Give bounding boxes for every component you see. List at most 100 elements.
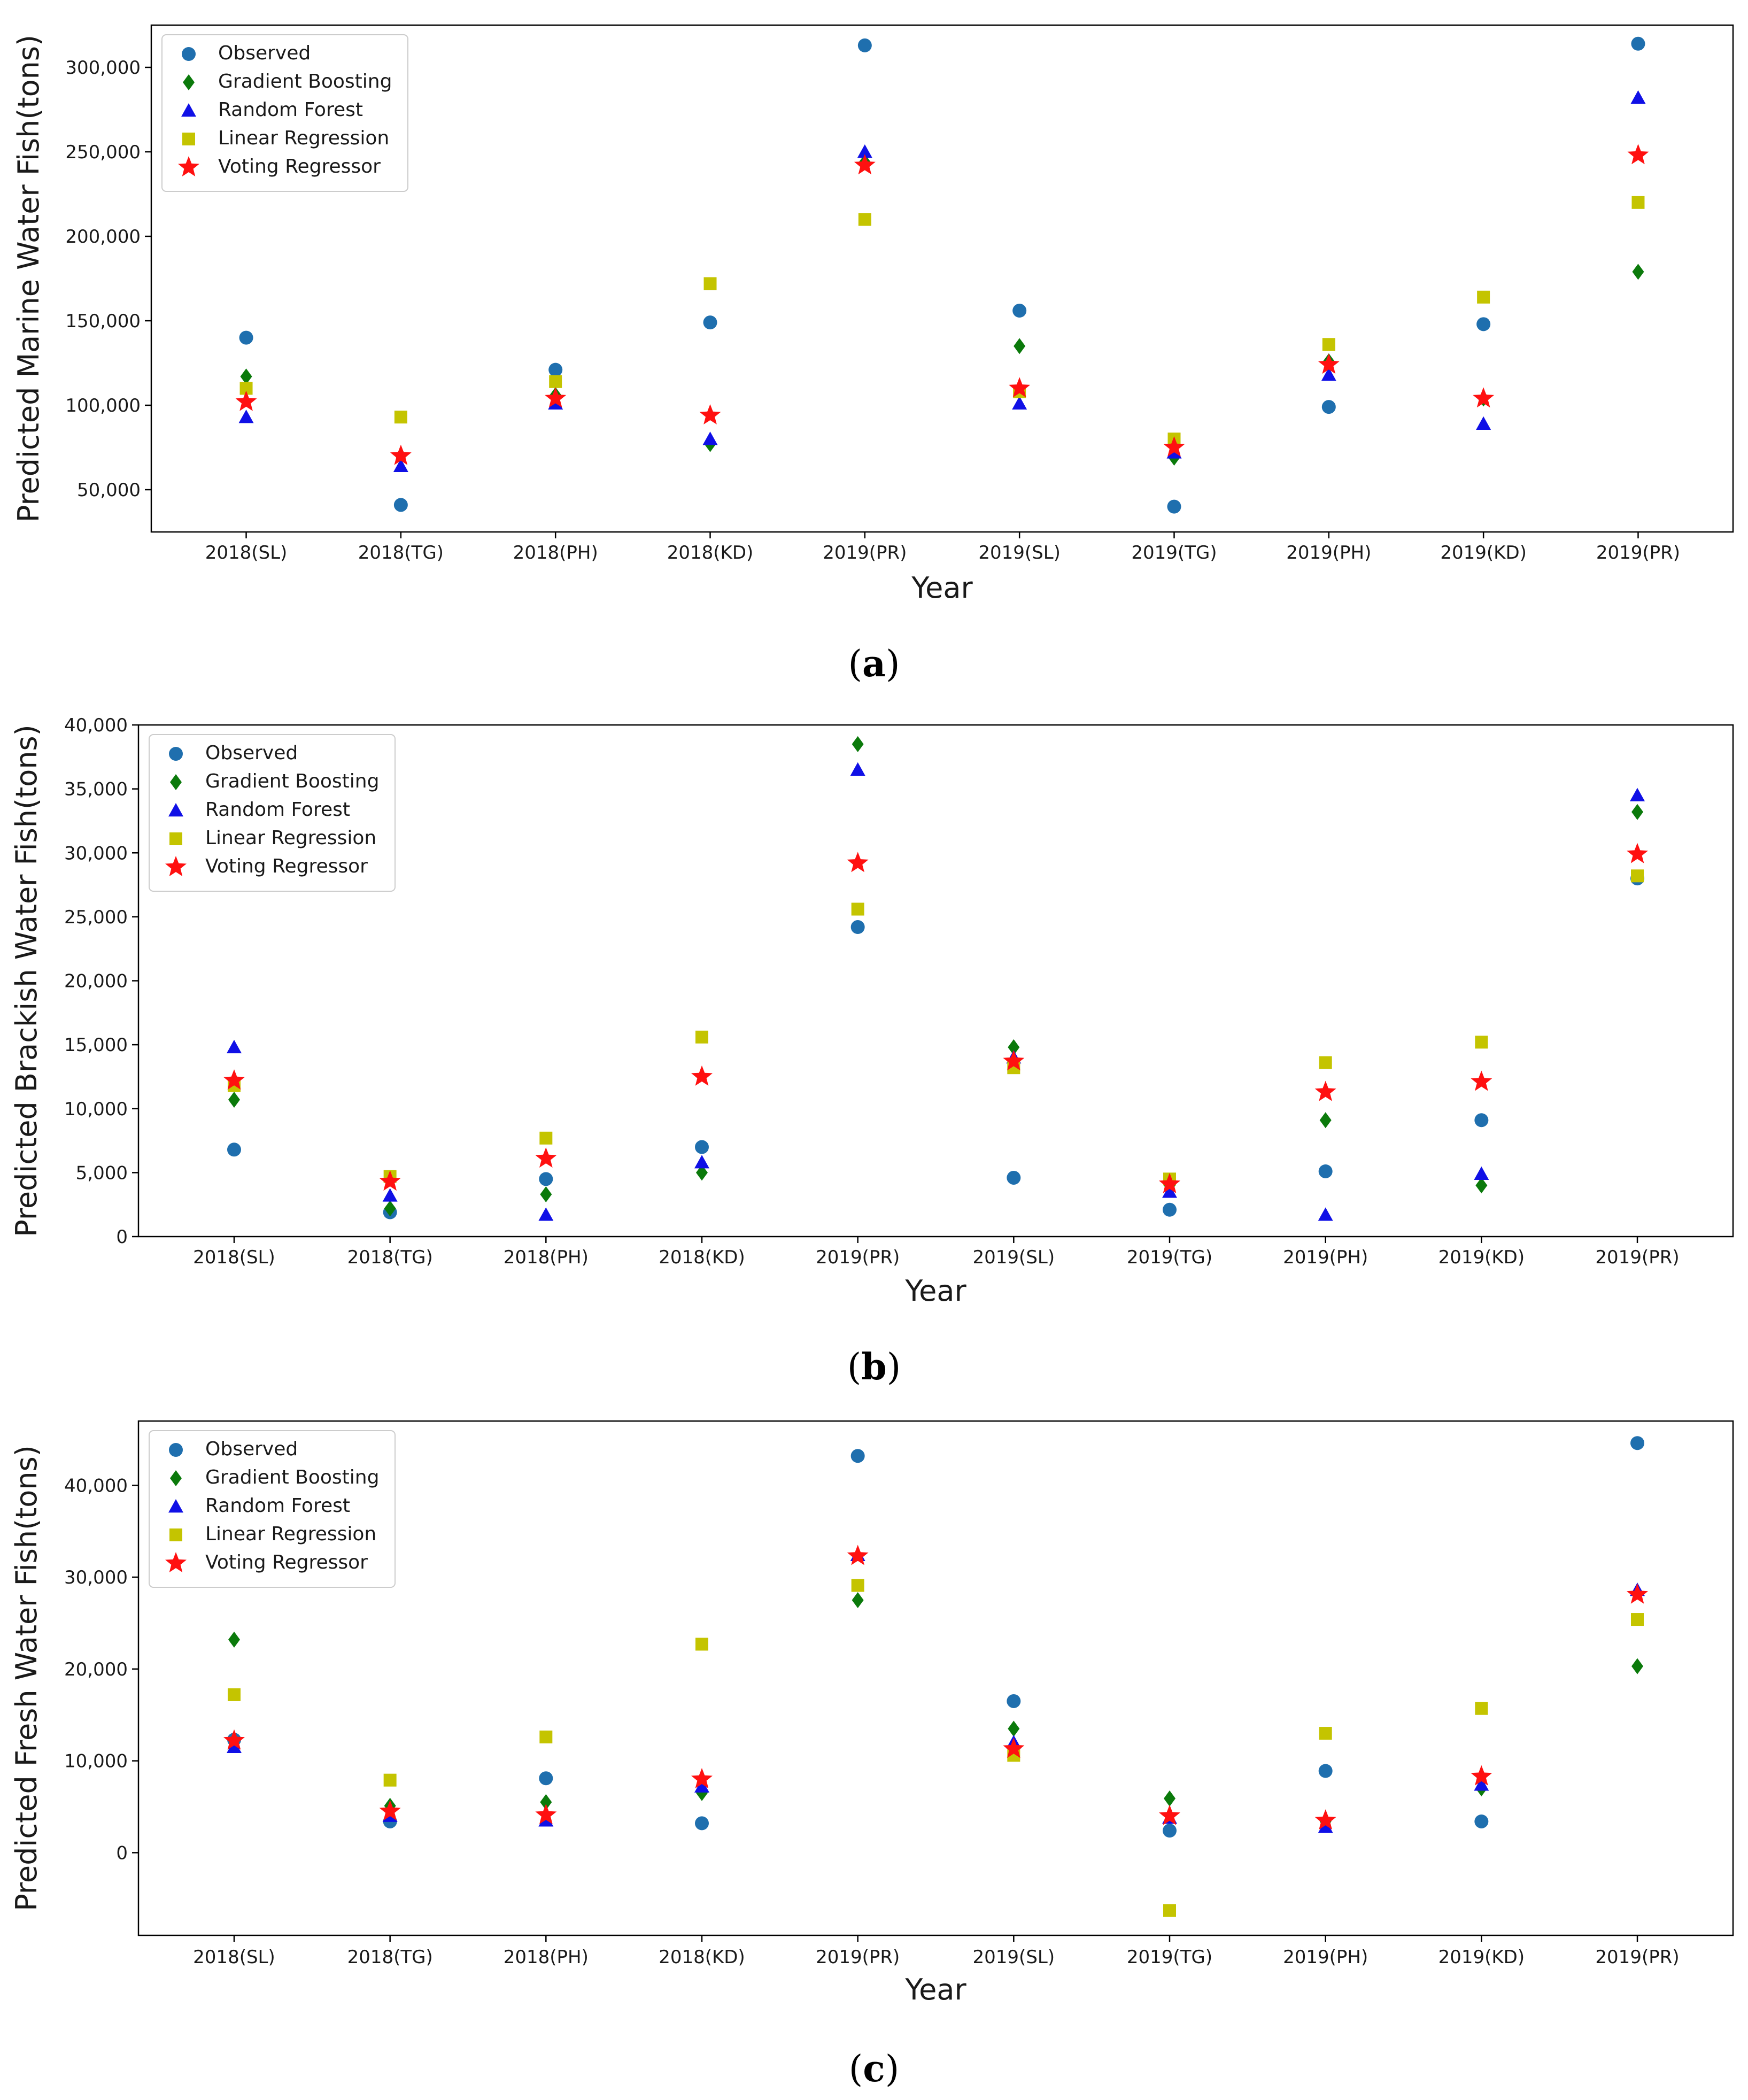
legend-marker-random-forest: [168, 1499, 183, 1513]
y-tick-label: 15,000: [64, 1034, 128, 1056]
data-point-observed: [548, 362, 563, 377]
data-point-observed: [1163, 1202, 1177, 1217]
data-point-voting-regressor: [235, 390, 257, 411]
data-point-observed: [850, 1449, 865, 1463]
x-tick-label: 2018(SL): [193, 1247, 275, 1268]
legend-label-gradient-boosting: Gradient Boosting: [218, 71, 392, 92]
legend-marker-gradient-boosting: [170, 1470, 182, 1486]
legend-label-gradient-boosting: Gradient Boosting: [205, 770, 379, 792]
x-axis-label: Year: [911, 571, 973, 605]
legend-marker-voting-regressor: [165, 856, 187, 876]
x-axis-label: Year: [904, 1274, 966, 1308]
data-point-observed: [1318, 1164, 1333, 1178]
data-point-gradient-boosting: [228, 1092, 240, 1108]
y-tick-label: 300,000: [65, 57, 141, 79]
y-tick-label: 35,000: [64, 779, 128, 800]
y-tick-label: 40,000: [64, 1475, 128, 1496]
legend: Observed Gradient Boosting Random Forest Li…: [149, 734, 396, 892]
data-point-voting-regressor: [691, 1065, 713, 1086]
series-voting-regressor: [223, 1545, 1648, 1830]
legend-marker-voting-regressor: [165, 1552, 187, 1572]
data-point-random-forest: [694, 1155, 709, 1169]
x-tick-label: 2018(TG): [358, 542, 444, 563]
x-tick-label: 2018(PH): [504, 1947, 589, 1968]
data-point-voting-regressor: [1318, 353, 1340, 374]
data-point-voting-regressor: [535, 1147, 557, 1168]
data-point-linear-regression: [383, 1773, 397, 1787]
data-point-voting-regressor: [1473, 387, 1495, 408]
data-point-voting-regressor: [379, 1800, 401, 1821]
data-point-linear-regression: [227, 1688, 241, 1701]
x-tick-label: 2018(TG): [347, 1947, 433, 1968]
data-point-linear-regression: [695, 1030, 708, 1044]
data-point-gradient-boosting: [1632, 264, 1644, 280]
x-tick-label: 2019(PH): [1283, 1247, 1368, 1268]
data-point-voting-regressor: [1163, 436, 1185, 457]
x-tick-label: 2018(SL): [193, 1947, 275, 1968]
chart-panel-a: 50,000 100,000 150,000 200,000 250,000 300,00…: [12, 24, 1734, 685]
legend-label-voting-regressor: Voting Regressor: [205, 1551, 368, 1573]
data-point-random-forest: [1318, 1207, 1333, 1221]
x-tick-label: 2019(PR): [816, 1247, 900, 1268]
panel-caption: (a): [848, 643, 900, 685]
y-tick-label: 100,000: [65, 395, 141, 416]
data-point-voting-regressor: [699, 404, 721, 424]
data-point-gradient-boosting: [240, 368, 252, 385]
data-point-voting-regressor: [1003, 1738, 1025, 1758]
legend-marker-linear-regression: [169, 1528, 182, 1541]
chart-panel-b: 0 5,000 10,000 15,000 20,000 25,000 30,000 35,0…: [10, 715, 1734, 1388]
legend-marker-random-forest: [168, 803, 183, 817]
data-point-gradient-boosting: [1008, 1039, 1020, 1055]
data-point-voting-regressor: [1003, 1050, 1025, 1071]
data-point-random-forest: [538, 1207, 554, 1221]
x-tick-label: 2019(KD): [1440, 542, 1527, 563]
data-point-random-forest: [1474, 1777, 1489, 1791]
plot-frame: [137, 1420, 1734, 1936]
data-point-gradient-boosting: [384, 1200, 396, 1217]
legend-label-voting-regressor: Voting Regressor: [205, 855, 368, 877]
data-point-voting-regressor: [1627, 843, 1648, 863]
series-observed: [239, 36, 1645, 514]
data-point-observed: [227, 1142, 241, 1157]
data-point-voting-regressor: [1471, 1765, 1492, 1786]
data-point-gradient-boosting: [1631, 804, 1644, 820]
data-point-linear-regression: [1631, 1613, 1644, 1626]
y-tick-label: 40,000: [64, 715, 128, 736]
y-tick-label: 50,000: [77, 480, 141, 501]
data-point-random-forest: [1630, 90, 1646, 104]
data-point-gradient-boosting: [1164, 1790, 1176, 1807]
data-point-random-forest: [850, 762, 865, 776]
legend-marker-voting-regressor: [178, 156, 199, 176]
data-point-random-forest: [857, 144, 872, 158]
x-tick-label: 2018(KD): [659, 1947, 745, 1968]
y-tick-label: 30,000: [64, 1567, 128, 1588]
data-point-observed: [1007, 1170, 1021, 1185]
x-tick-label: 2019(SL): [973, 1947, 1055, 1968]
legend-box: [161, 34, 408, 192]
x-tick-label: 2018(KD): [659, 1247, 745, 1268]
legend-box: [149, 734, 396, 892]
data-point-gradient-boosting: [228, 1631, 240, 1648]
x-tick-label: 2018(SL): [205, 542, 288, 563]
legend-label-random-forest: Random Forest: [205, 799, 350, 821]
data-point-voting-regressor: [545, 387, 567, 408]
data-point-gradient-boosting: [1631, 1658, 1644, 1674]
data-point-observed: [1012, 304, 1027, 318]
legend-label-linear-regression: Linear Regression: [205, 1523, 376, 1545]
data-point-voting-regressor: [379, 1170, 401, 1191]
data-point-observed: [1476, 317, 1491, 331]
data-point-linear-regression: [1477, 290, 1490, 304]
data-point-random-forest: [1012, 396, 1027, 410]
data-point-observed: [857, 38, 872, 52]
data-point-linear-regression: [539, 1730, 553, 1743]
data-point-linear-regression: [695, 1638, 708, 1651]
y-tick-label: 0: [116, 1226, 128, 1248]
data-point-voting-regressor: [1159, 1804, 1180, 1825]
y-tick-label: 200,000: [65, 226, 141, 248]
data-point-random-forest: [1318, 1819, 1333, 1833]
x-tick-label: 2019(TG): [1131, 542, 1217, 563]
data-point-gradient-boosting: [540, 1794, 552, 1810]
data-point-observed: [694, 1816, 709, 1831]
data-point-voting-regressor: [1314, 1809, 1336, 1830]
